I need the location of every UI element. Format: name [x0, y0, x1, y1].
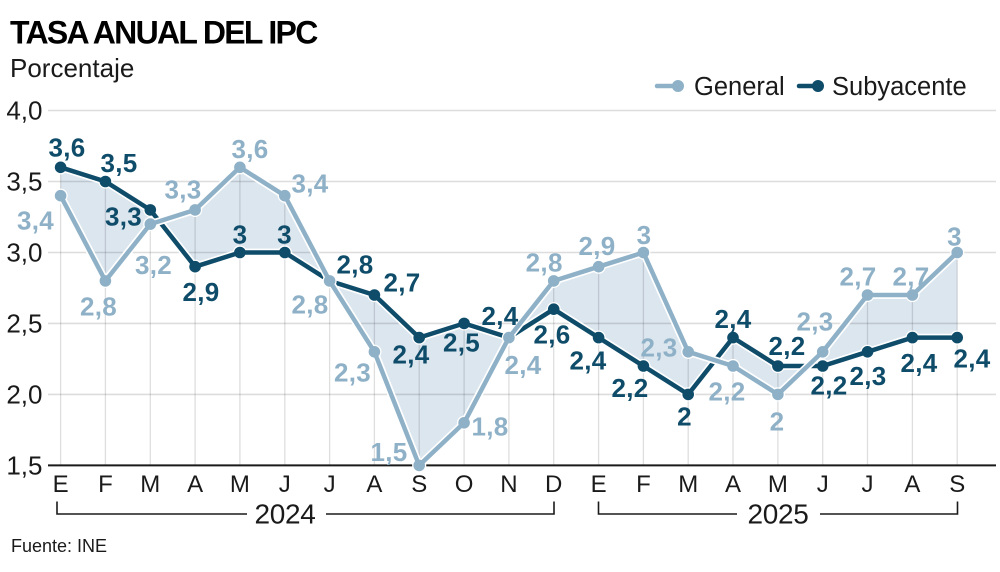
svg-text:J: J	[279, 471, 291, 498]
svg-text:Porcentaje: Porcentaje	[10, 53, 134, 83]
svg-text:2,6: 2,6	[533, 320, 570, 350]
svg-text:3,5: 3,5	[100, 148, 137, 178]
svg-text:S: S	[411, 471, 427, 498]
svg-text:J: J	[324, 471, 336, 498]
svg-text:2,0: 2,0	[6, 380, 42, 410]
svg-text:2,3: 2,3	[796, 307, 833, 337]
svg-text:2,4: 2,4	[569, 346, 606, 376]
svg-text:3,0: 3,0	[6, 238, 42, 268]
svg-text:2,7: 2,7	[383, 268, 420, 298]
svg-text:3,6: 3,6	[48, 133, 85, 163]
svg-text:J: J	[862, 471, 874, 498]
svg-text:Fuente: INE: Fuente: INE	[11, 536, 107, 556]
svg-text:A: A	[904, 471, 920, 498]
svg-text:2024: 2024	[255, 499, 316, 530]
svg-text:3,3: 3,3	[105, 202, 142, 232]
svg-text:E: E	[591, 471, 607, 498]
svg-text:2,4: 2,4	[504, 350, 541, 380]
svg-text:1,5: 1,5	[6, 451, 42, 481]
svg-text:2,5: 2,5	[6, 309, 42, 339]
svg-text:3,4: 3,4	[17, 206, 54, 236]
svg-text:3: 3	[947, 222, 962, 252]
svg-text:2,7: 2,7	[892, 262, 929, 292]
svg-text:F: F	[636, 471, 651, 498]
svg-text:2,3: 2,3	[334, 358, 371, 388]
svg-text:3,5: 3,5	[6, 167, 42, 197]
svg-text:3: 3	[637, 220, 652, 250]
svg-text:2,8: 2,8	[526, 248, 563, 278]
svg-text:1,5: 1,5	[370, 437, 407, 467]
svg-text:Subyacente: Subyacente	[832, 73, 967, 101]
svg-text:2,9: 2,9	[182, 277, 219, 307]
svg-text:2025: 2025	[748, 499, 809, 530]
svg-text:General: General	[694, 73, 785, 101]
svg-text:2,2: 2,2	[768, 331, 805, 361]
svg-text:2,5: 2,5	[443, 328, 480, 358]
svg-text:M: M	[230, 471, 250, 498]
svg-text:2,4: 2,4	[900, 348, 937, 378]
svg-text:M: M	[140, 471, 160, 498]
svg-text:3: 3	[233, 220, 248, 250]
svg-text:A: A	[366, 471, 382, 498]
svg-text:3,3: 3,3	[164, 175, 201, 205]
svg-text:2,4: 2,4	[714, 304, 751, 334]
svg-text:O: O	[455, 471, 474, 498]
svg-text:2,4: 2,4	[481, 301, 518, 331]
svg-text:2,8: 2,8	[336, 250, 373, 280]
svg-text:A: A	[725, 471, 741, 498]
svg-text:M: M	[768, 471, 788, 498]
svg-text:M: M	[678, 471, 698, 498]
svg-text:D: D	[545, 471, 562, 498]
svg-text:2: 2	[770, 407, 785, 437]
svg-text:2,8: 2,8	[80, 292, 117, 322]
svg-text:2,7: 2,7	[839, 262, 876, 292]
svg-text:2,4: 2,4	[953, 344, 990, 374]
svg-text:TASA ANUAL DEL IPC: TASA ANUAL DEL IPC	[10, 15, 318, 51]
svg-text:1,8: 1,8	[471, 412, 508, 442]
svg-text:2,2: 2,2	[611, 373, 648, 403]
svg-text:3,2: 3,2	[135, 250, 172, 280]
svg-text:3,4: 3,4	[291, 169, 328, 199]
svg-text:4,0: 4,0	[6, 96, 42, 126]
svg-text:2,8: 2,8	[291, 290, 328, 320]
svg-text:S: S	[949, 471, 965, 498]
svg-text:A: A	[187, 471, 203, 498]
svg-text:N: N	[500, 471, 517, 498]
svg-text:F: F	[98, 471, 113, 498]
svg-text:2,3: 2,3	[640, 333, 677, 363]
svg-text:J: J	[817, 471, 829, 498]
svg-text:2,2: 2,2	[708, 377, 745, 407]
svg-text:2,9: 2,9	[578, 231, 615, 261]
svg-text:E: E	[53, 471, 69, 498]
svg-text:2: 2	[677, 402, 692, 432]
svg-text:3: 3	[277, 220, 292, 250]
svg-text:2,3: 2,3	[849, 361, 886, 391]
svg-text:2,2: 2,2	[810, 371, 847, 401]
svg-text:3,6: 3,6	[231, 134, 268, 164]
svg-text:2,4: 2,4	[392, 340, 429, 370]
